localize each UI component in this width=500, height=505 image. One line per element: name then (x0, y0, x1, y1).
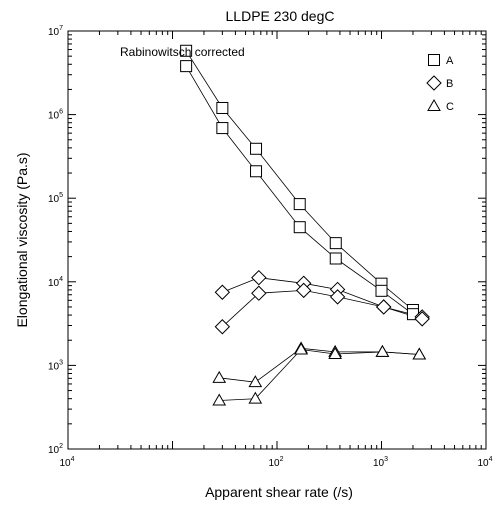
series-A-point (216, 101, 229, 114)
series-C-point (294, 342, 308, 355)
axis-ticks (67, 30, 487, 450)
series-A-point (180, 44, 193, 57)
series-C-point (248, 391, 263, 404)
series-B-point (329, 289, 346, 305)
series-C-point (248, 375, 263, 388)
chart-title: LLDPE 230 degC (226, 8, 335, 24)
y-tick-label: 105 (48, 192, 63, 205)
series-A-point (293, 198, 306, 211)
series-B-line (222, 289, 423, 327)
legend-marker-C (427, 98, 441, 111)
series-C-point (212, 393, 227, 406)
x-tick-label: 103 (373, 456, 388, 469)
x-tick-label: 102 (268, 456, 283, 469)
series-B-line (222, 277, 423, 318)
series-B-point (251, 269, 267, 286)
series-A-point (375, 284, 388, 297)
legend-label-C: C (446, 101, 454, 113)
legend-label-A: A (446, 55, 454, 67)
y-tick-label: 103 (48, 359, 63, 372)
series-C-point (412, 347, 427, 360)
legend-marker-A (428, 54, 440, 66)
series-A-point (293, 221, 306, 234)
y-tick-label: 104 (48, 276, 63, 289)
annotation-label: Rabinowitsch corrected (120, 45, 245, 59)
legend-marker-B (426, 75, 442, 91)
series-B-point (214, 284, 231, 300)
x-tick-label: 104 (477, 456, 492, 469)
series-B-point (414, 311, 430, 327)
series-A-point (329, 252, 342, 265)
series-C-line (219, 349, 420, 401)
series-markers (180, 44, 430, 406)
series-C-point (212, 370, 227, 383)
series-A-point (250, 165, 263, 178)
series-C-line (219, 347, 420, 383)
legend-label-B: B (446, 78, 453, 90)
x-axis-label: Apparent shear rate (/s) (205, 484, 353, 500)
plot-frame (67, 30, 487, 450)
series-C-point (375, 344, 390, 357)
y-axis-label: Elongational viscosity (Pa.s) (14, 152, 30, 327)
series-B-point (251, 285, 267, 301)
series-B-point (295, 282, 312, 299)
legend: ABC (426, 54, 454, 113)
y-tick-label: 107 (48, 25, 63, 38)
series-B-point (376, 299, 392, 315)
series-A-point (180, 60, 193, 73)
series-C-point (328, 346, 342, 359)
y-tick-label: 106 (48, 109, 63, 122)
series-A-line (185, 50, 414, 311)
series-A-point (216, 122, 229, 135)
series-A-point (250, 142, 263, 155)
series-B-point (214, 319, 231, 335)
series-A-point (329, 237, 342, 250)
x-tick-label: 104 (59, 456, 74, 469)
y-tick-label: 102 (48, 443, 63, 456)
